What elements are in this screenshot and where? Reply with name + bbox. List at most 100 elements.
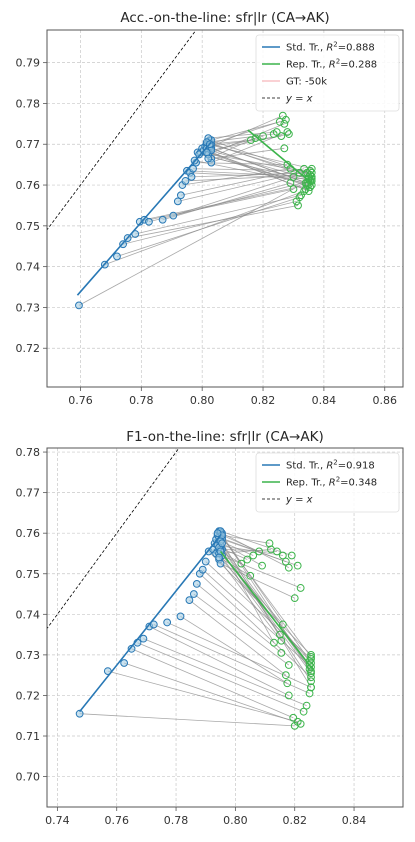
rep-point xyxy=(292,197,301,206)
rep-point xyxy=(294,201,302,210)
std-point xyxy=(75,301,83,310)
rep-point xyxy=(307,677,315,686)
chart-acc-on-the-line: 0.76 0.78 0.80 0.82 0.84 0.86 0.720.730.740.7… xyxy=(16,10,404,407)
std-fit-line xyxy=(79,534,222,713)
rep-point xyxy=(293,561,302,570)
y-tick-label: 0.74 xyxy=(16,608,41,621)
std-point xyxy=(139,634,148,643)
rep-point xyxy=(299,707,308,716)
rep-fit-line xyxy=(247,129,313,184)
rep-point xyxy=(286,179,295,187)
pair-connector xyxy=(206,133,274,143)
rep-point xyxy=(277,132,286,140)
y-tick-label: 0.72 xyxy=(16,689,41,702)
legend-label: y = x xyxy=(285,495,313,506)
legend-label: Std. Tr., R2=0.888 xyxy=(286,41,375,54)
y-equals-x-line xyxy=(47,448,180,630)
pair-connector xyxy=(215,553,301,589)
rep-point xyxy=(284,130,293,138)
y-tick-label: 0.73 xyxy=(16,649,41,662)
y-tick-label: 0.75 xyxy=(16,568,41,581)
legend-label: y = x xyxy=(285,94,313,105)
rep-point xyxy=(307,653,315,661)
pair-connector xyxy=(218,557,251,577)
y-axis-ticks: 0.72 0.73 0.74 0.75 0.76 0.77 0.78 0.79 xyxy=(16,57,47,355)
std-point xyxy=(145,217,153,226)
pair-connector xyxy=(127,205,299,239)
rep-point xyxy=(306,170,315,179)
std-point xyxy=(173,197,182,206)
x-tick-label: 0.78 xyxy=(164,814,189,827)
x-tick-label: 0.82 xyxy=(282,814,307,827)
rep-point xyxy=(255,547,264,556)
rep-point xyxy=(269,130,278,138)
legend-label: Rep. Tr., R2=0.348 xyxy=(286,476,377,489)
y-axis-ticks: 0.70 0.71 0.72 0.73 0.74 0.75 0.76 0.77 0.78 xyxy=(16,446,47,784)
pair-connector xyxy=(107,670,298,723)
rep-point xyxy=(287,551,296,560)
rep-point xyxy=(301,185,310,194)
pair-connector xyxy=(220,540,254,556)
y-tick-label: 0.77 xyxy=(16,138,41,151)
chart-title: Acc.-on-the-line: sfr|lr (CA→AK) xyxy=(120,10,329,26)
rep-point xyxy=(258,561,266,570)
pair-connector xyxy=(137,642,304,713)
pair-connector xyxy=(189,172,309,180)
x-axis-ticks: 0.76 0.78 0.80 0.82 0.84 0.86 xyxy=(68,387,397,407)
pair-connector xyxy=(139,188,294,223)
x-tick-label: 0.76 xyxy=(104,814,129,827)
rep-point xyxy=(307,673,315,682)
x-tick-label: 0.80 xyxy=(190,394,215,407)
pair-connector xyxy=(199,573,312,678)
rep-point xyxy=(289,185,298,194)
y-tick-label: 0.75 xyxy=(16,220,41,233)
pair-connector xyxy=(209,139,251,145)
legend: Std. Tr., R2=0.918 Rep. Tr., R2=0.348 y = … xyxy=(255,452,400,513)
pair-connector xyxy=(149,626,289,696)
std-point xyxy=(181,177,190,185)
std-point xyxy=(163,618,172,627)
std-point xyxy=(192,579,201,588)
legend-box xyxy=(255,452,400,513)
legend-box xyxy=(255,34,400,112)
pair-connector xyxy=(116,196,300,257)
pair-connector xyxy=(122,200,297,245)
std-point xyxy=(204,154,213,163)
pair-connector xyxy=(208,123,285,155)
pair-connector xyxy=(124,662,301,725)
std-point xyxy=(185,596,194,605)
x-tick-label: 0.84 xyxy=(312,394,337,407)
rep-point xyxy=(297,191,305,200)
pair-connector xyxy=(199,154,312,182)
std-point xyxy=(149,620,158,629)
y-tick-label: 0.70 xyxy=(16,771,41,784)
rep-point xyxy=(296,584,305,592)
x-tick-label: 0.84 xyxy=(342,814,367,827)
rep-point xyxy=(265,539,274,548)
rep-point xyxy=(284,563,293,572)
y-equals-x-line xyxy=(47,30,197,231)
std-point xyxy=(158,215,167,224)
rep-point xyxy=(277,648,286,657)
rep-point xyxy=(280,144,289,153)
plot-frame xyxy=(46,29,404,388)
rep-point xyxy=(283,128,292,136)
rep-point xyxy=(281,557,290,566)
pair-connector xyxy=(221,534,270,544)
std-point xyxy=(176,612,185,621)
rep-point xyxy=(259,132,267,140)
rep-point xyxy=(243,555,252,564)
std-point xyxy=(218,539,226,548)
x-tick-label: 0.82 xyxy=(251,394,276,407)
pair-connector xyxy=(217,551,281,635)
plot-frame xyxy=(46,447,404,808)
pair-connector xyxy=(79,713,295,727)
rep-point xyxy=(307,683,315,692)
rep-fit-line xyxy=(219,550,314,670)
rep-point xyxy=(280,119,289,128)
pair-connector xyxy=(208,152,306,190)
chart-f1-on-the-line: 0.74 0.76 0.78 0.80 0.82 0.84 0.700.710.720.7… xyxy=(16,429,404,827)
rep-point xyxy=(284,661,293,669)
std-point xyxy=(120,659,129,667)
